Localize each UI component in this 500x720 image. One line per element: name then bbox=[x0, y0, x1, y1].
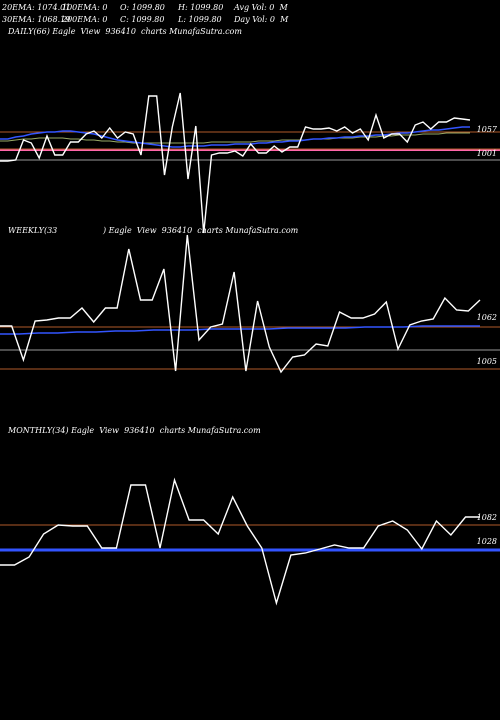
weekly-y-label-0: 1062 bbox=[477, 313, 497, 322]
header-100ema: 100EMA: 0 bbox=[62, 3, 108, 12]
daily-ema-fast-line bbox=[0, 126, 470, 148]
monthly-panel-title: MONTHLY(34) Eagle View 936410 charts Mun… bbox=[8, 426, 261, 435]
daily-ema-slow-line bbox=[0, 132, 470, 144]
weekly-panel-title-right: ) Eagle View 936410 charts MunafaSutra.c… bbox=[103, 226, 299, 235]
header-200ema: 200EMA: 0 bbox=[62, 15, 108, 24]
weekly-panel-title-left: WEEKLY(33 bbox=[8, 226, 58, 235]
header-day-vol: Day Vol: 0 M bbox=[234, 15, 289, 24]
weekly-ema-line bbox=[0, 325, 480, 335]
monthly-y-label-1: 1028 bbox=[477, 537, 497, 546]
daily-y-label-1: 1001 bbox=[477, 149, 497, 158]
header-avg-vol: Avg Vol: 0 M bbox=[234, 3, 288, 12]
weekly-price-line bbox=[0, 234, 481, 374]
daily-y-label-0: 1057 bbox=[477, 125, 498, 134]
daily-price-line bbox=[0, 92, 471, 234]
daily-panel-title: DAILY(66) Eagle View 936410 charts Munaf… bbox=[8, 27, 242, 36]
header-open: O: 1099.80 bbox=[120, 3, 165, 12]
header-close: C: 1099.80 bbox=[120, 15, 165, 24]
header-20ema: 20EMA: 1074.01 bbox=[2, 3, 71, 12]
monthly-price-line bbox=[0, 477, 480, 606]
monthly-y-label-0: 1082 bbox=[477, 513, 497, 522]
weekly-y-label-1: 1005 bbox=[477, 357, 497, 366]
header-30ema: 30EMA: 1068.19 bbox=[2, 15, 71, 24]
header-high: H: 1099.80 bbox=[178, 3, 224, 12]
header-low: L: 1099.80 bbox=[178, 15, 222, 24]
